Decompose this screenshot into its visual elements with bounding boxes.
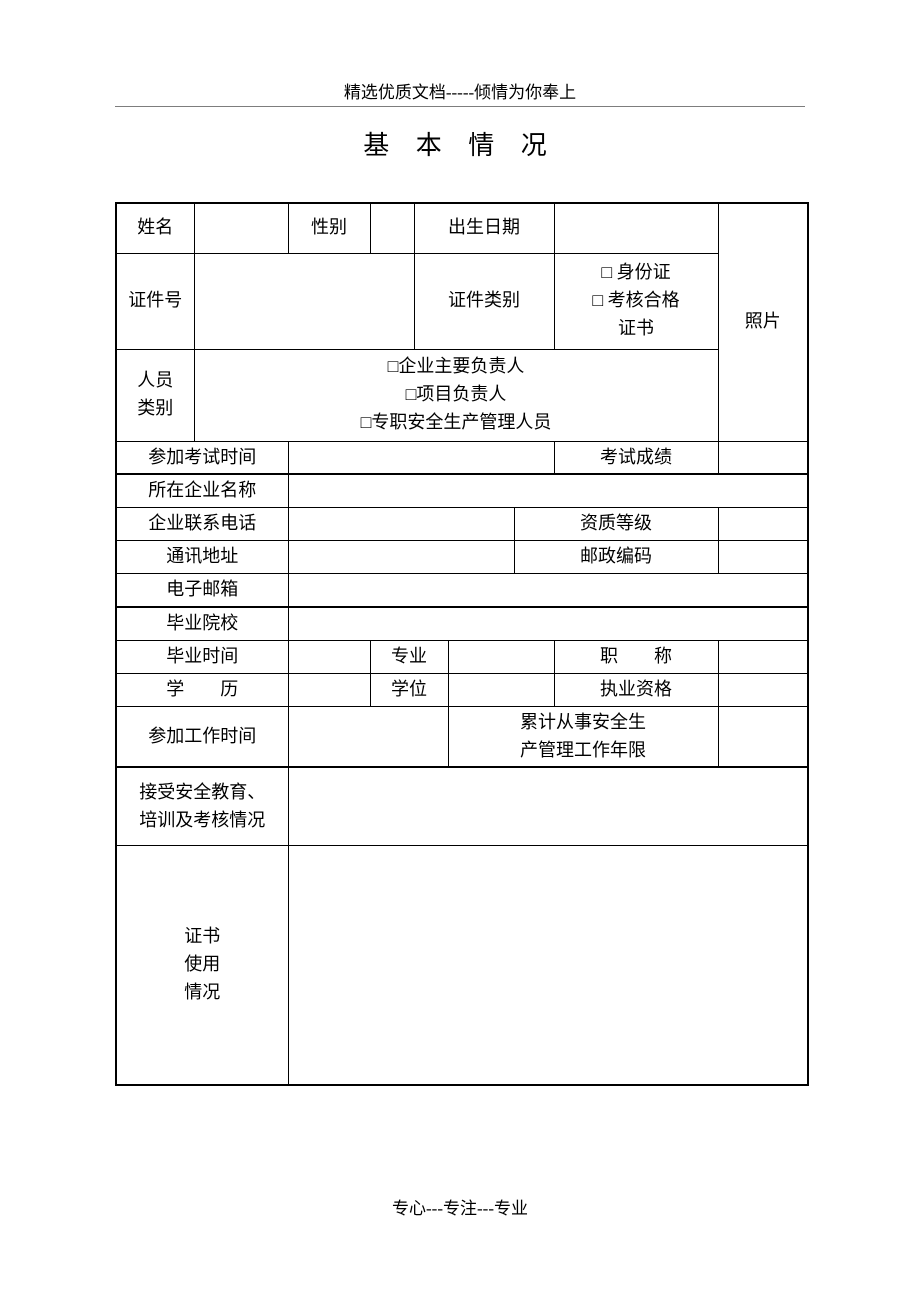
field-exam-time[interactable]	[288, 441, 554, 474]
table-row: 证书 使用 情况	[116, 845, 808, 1085]
basic-info-table: 姓名 性别 出生日期 照片 证件号 证件类别 □ 身份证 □ 考核合格 证书 人…	[115, 202, 809, 1086]
table-row: 企业联系电话 资质等级	[116, 508, 808, 541]
label-gender: 性别	[288, 203, 370, 253]
label-postcode: 邮政编码	[514, 541, 718, 574]
label-title-pro: 职 称	[554, 640, 718, 673]
label-safety-years: 累计从事安全生 产管理工作年限	[448, 706, 718, 767]
field-postcode[interactable]	[718, 541, 808, 574]
field-dob[interactable]	[554, 203, 718, 253]
label-cert-use: 证书 使用 情况	[116, 845, 288, 1085]
label-major: 专业	[370, 640, 448, 673]
label-photo: 照片	[718, 203, 808, 441]
field-school[interactable]	[288, 607, 808, 640]
field-id-type[interactable]: □ 身份证 □ 考核合格 证书	[554, 253, 718, 349]
label-work-time: 参加工作时间	[116, 706, 288, 767]
field-grad-time[interactable]	[288, 640, 370, 673]
field-gender[interactable]	[370, 203, 414, 253]
label-school: 毕业院校	[116, 607, 288, 640]
label-exam-score: 考试成绩	[554, 441, 718, 474]
id-type-option-2b: 证书	[559, 315, 714, 343]
field-exam-score[interactable]	[718, 441, 808, 474]
person-type-option-3[interactable]: □专职安全生产管理人员	[199, 409, 714, 437]
field-cert-use[interactable]	[288, 845, 808, 1085]
label-person-type: 人员 类别	[116, 349, 194, 441]
field-address[interactable]	[288, 541, 514, 574]
table-row: 毕业院校	[116, 607, 808, 640]
table-row: 姓名 性别 出生日期 照片	[116, 203, 808, 253]
field-id-no[interactable]	[194, 253, 414, 349]
field-company-tel[interactable]	[288, 508, 514, 541]
table-row: 电子邮箱	[116, 574, 808, 607]
page-title: 基 本 情 况	[0, 125, 920, 162]
header-rule	[115, 106, 805, 107]
table-row: 参加考试时间 考试成绩	[116, 441, 808, 474]
field-degree[interactable]	[448, 673, 554, 706]
label-education: 学 历	[116, 673, 288, 706]
table-row: 学 历 学位 执业资格	[116, 673, 808, 706]
label-dob: 出生日期	[414, 203, 554, 253]
page-header: 精选优质文档-----倾情为你奉上	[115, 78, 805, 107]
table-row: 证件号 证件类别 □ 身份证 □ 考核合格 证书	[116, 253, 808, 349]
label-qual-level: 资质等级	[514, 508, 718, 541]
label-email: 电子邮箱	[116, 574, 288, 607]
label-degree: 学位	[370, 673, 448, 706]
table-row: 接受安全教育、 培训及考核情况	[116, 767, 808, 845]
person-type-option-2[interactable]: □项目负责人	[199, 381, 714, 409]
label-practice: 执业资格	[554, 673, 718, 706]
field-qual-level[interactable]	[718, 508, 808, 541]
field-company[interactable]	[288, 474, 808, 507]
label-exam-time: 参加考试时间	[116, 441, 288, 474]
table-row: 参加工作时间 累计从事安全生 产管理工作年限	[116, 706, 808, 767]
label-name: 姓名	[116, 203, 194, 253]
field-person-type[interactable]: □企业主要负责人 □项目负责人 □专职安全生产管理人员	[194, 349, 718, 441]
label-training: 接受安全教育、 培训及考核情况	[116, 767, 288, 845]
field-title-pro[interactable]	[718, 640, 808, 673]
table-row: 人员 类别 □企业主要负责人 □项目负责人 □专职安全生产管理人员	[116, 349, 808, 441]
label-grad-time: 毕业时间	[116, 640, 288, 673]
table-row: 毕业时间 专业 职 称	[116, 640, 808, 673]
field-safety-years[interactable]	[718, 706, 808, 767]
label-address: 通讯地址	[116, 541, 288, 574]
label-id-no: 证件号	[116, 253, 194, 349]
label-company: 所在企业名称	[116, 474, 288, 507]
person-type-option-1[interactable]: □企业主要负责人	[199, 353, 714, 381]
header-text: 精选优质文档-----倾情为你奉上	[344, 78, 576, 104]
label-company-tel: 企业联系电话	[116, 508, 288, 541]
table-row: 所在企业名称	[116, 474, 808, 507]
field-practice[interactable]	[718, 673, 808, 706]
field-name[interactable]	[194, 203, 288, 253]
field-work-time[interactable]	[288, 706, 448, 767]
field-email[interactable]	[288, 574, 808, 607]
id-type-option-2a[interactable]: □ 考核合格	[559, 287, 714, 315]
form-container: 姓名 性别 出生日期 照片 证件号 证件类别 □ 身份证 □ 考核合格 证书 人…	[115, 202, 807, 1086]
table-row: 通讯地址 邮政编码	[116, 541, 808, 574]
field-education[interactable]	[288, 673, 370, 706]
id-type-option-1[interactable]: □ 身份证	[559, 259, 714, 287]
field-training[interactable]	[288, 767, 808, 845]
page-footer: 专心---专注---专业	[0, 1194, 920, 1219]
label-id-type: 证件类别	[414, 253, 554, 349]
field-major[interactable]	[448, 640, 554, 673]
